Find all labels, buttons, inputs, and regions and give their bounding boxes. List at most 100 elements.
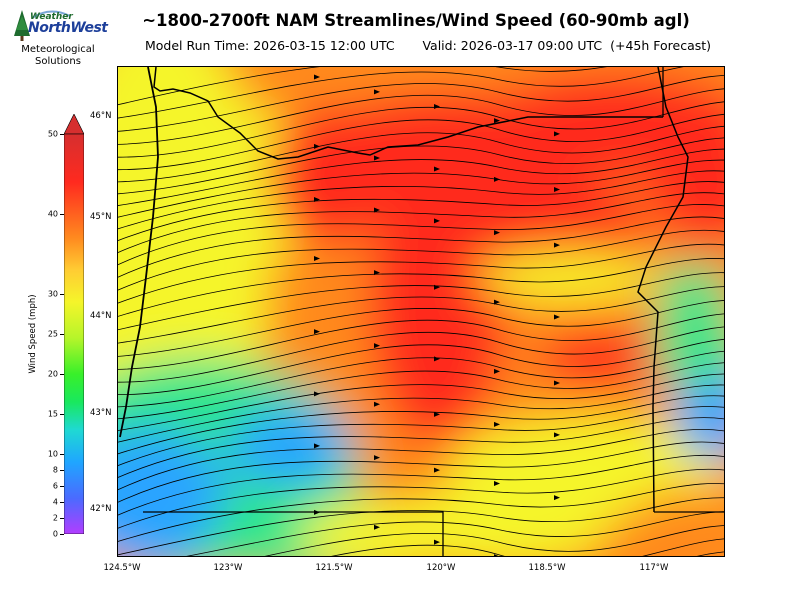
state-borders — [119, 67, 724, 556]
wind-speed-blob — [538, 327, 658, 387]
wind-speed-blob — [118, 427, 228, 556]
or-id-border — [637, 67, 689, 513]
streamline-arrow — [314, 255, 320, 261]
logo-word-northwest: NorthWest — [28, 20, 108, 36]
lat-label-44: 44°N — [90, 311, 112, 321]
logo-organization: Meteorological Solutions — [10, 44, 106, 68]
streamline-arrow — [434, 539, 440, 545]
colorbar-tick-label: 15 — [47, 409, 58, 419]
lat-label-42: 42°N — [90, 504, 112, 514]
streamline — [118, 125, 724, 183]
streamline-arrow — [434, 467, 440, 473]
streamline-arrow — [314, 74, 320, 80]
wind-speed-field — [118, 67, 724, 556]
logo: Weather NorthWest Meteorological Solutio… — [10, 6, 110, 70]
streamline — [118, 170, 724, 230]
lon-label-117: 117°W — [639, 563, 669, 573]
streamline-arrow — [434, 166, 440, 172]
columbia-river-border — [153, 67, 663, 160]
streamline-arrow — [554, 314, 560, 320]
streamline — [118, 181, 724, 242]
colorbar-tick-label: 25 — [47, 329, 58, 339]
streamline-arrow — [374, 401, 380, 407]
streamline — [118, 483, 724, 542]
streamline-arrow — [374, 455, 380, 461]
streamline — [118, 137, 724, 195]
streamline — [118, 338, 724, 395]
streamline — [118, 114, 724, 170]
subtitle: Model Run Time: 2026-03-15 12:00 UTC Val… — [145, 38, 711, 53]
streamline-arrow — [554, 131, 560, 137]
lon-label-124-5: 124.5°W — [103, 563, 141, 573]
streamline — [118, 454, 724, 516]
model-run-time: Model Run Time: 2026-03-15 12:00 UTC — [145, 38, 395, 53]
streamline — [118, 326, 724, 383]
streamline — [118, 417, 724, 479]
streamline — [118, 272, 724, 331]
colorbar-tick-label: 2 — [52, 513, 58, 523]
streamline-arrow — [494, 481, 500, 487]
wind-speed-blob — [628, 487, 724, 556]
colorbar-tick-mark — [60, 454, 64, 455]
streamline-arrow — [434, 411, 440, 417]
colorbar-tick-label: 8 — [52, 465, 58, 475]
streamline — [118, 216, 724, 278]
oregon-coastline — [119, 67, 159, 438]
streamline — [118, 75, 724, 132]
lat-label-45: 45°N — [90, 212, 112, 222]
streamline-arrow — [554, 380, 560, 386]
colorbar-tick-mark — [60, 470, 64, 471]
streamline — [118, 101, 724, 158]
streamline-arrow — [374, 89, 380, 95]
streamline — [118, 148, 724, 206]
logo-org-line2: Solutions — [35, 56, 81, 67]
streamline-arrow — [494, 299, 500, 305]
colorbar-gradient — [64, 133, 84, 534]
streamline — [118, 313, 724, 370]
colorbar-tick-label: 10 — [47, 449, 58, 459]
streamline-arrow — [494, 118, 500, 124]
colorbar-tick-mark — [60, 134, 64, 135]
wind-speed-map — [118, 67, 724, 556]
colorbar-tick-mark — [60, 214, 64, 215]
colorbar-tick-mark — [60, 414, 64, 415]
colorbar-tick-label: 50 — [47, 129, 58, 139]
logo-org-line1: Meteorological — [21, 44, 95, 55]
valid-time: Valid: 2026-03-17 09:00 UTC (+45h Foreca… — [422, 38, 712, 53]
colorbar-label: Wind Speed (mph) — [28, 294, 38, 374]
streamline — [186, 511, 724, 556]
colorbar-tick-mark — [60, 502, 64, 503]
streamline — [118, 286, 724, 344]
streamline — [118, 497, 724, 556]
streamline — [118, 300, 724, 357]
tree-logo-icon — [14, 10, 71, 41]
streamline-arrow — [374, 524, 380, 530]
wind-speed-blob — [478, 252, 658, 302]
streamline — [118, 468, 724, 529]
map-panel — [117, 66, 725, 557]
streamline-arrow — [494, 421, 500, 427]
streamline-arrow — [374, 155, 380, 161]
streamline — [118, 373, 724, 431]
streamline — [118, 350, 724, 408]
colorbar-tick-label: 20 — [47, 369, 58, 379]
streamline — [264, 525, 724, 556]
streamline — [118, 406, 724, 467]
colorbar-tick-label: 40 — [47, 209, 58, 219]
lat-label-43: 43°N — [90, 408, 112, 418]
streamline-arrow — [494, 230, 500, 236]
colorbar-tick-label: 0 — [52, 529, 58, 539]
colorbar-tick-mark — [60, 374, 64, 375]
streamline — [118, 243, 724, 304]
streamline-arrow — [374, 207, 380, 213]
streamline — [118, 67, 684, 119]
streamline — [118, 384, 724, 443]
wind-speed-blob — [653, 307, 724, 387]
or-ca-nv-border — [143, 511, 444, 556]
lon-label-118-5: 118.5°W — [528, 563, 566, 573]
colorbar-tick-mark — [60, 294, 64, 295]
colorbar-tick-label: 6 — [52, 481, 58, 491]
streamline-arrow — [554, 242, 560, 248]
colorbar-extend-arrow — [64, 114, 84, 135]
lon-label-120: 120°W — [426, 563, 456, 573]
